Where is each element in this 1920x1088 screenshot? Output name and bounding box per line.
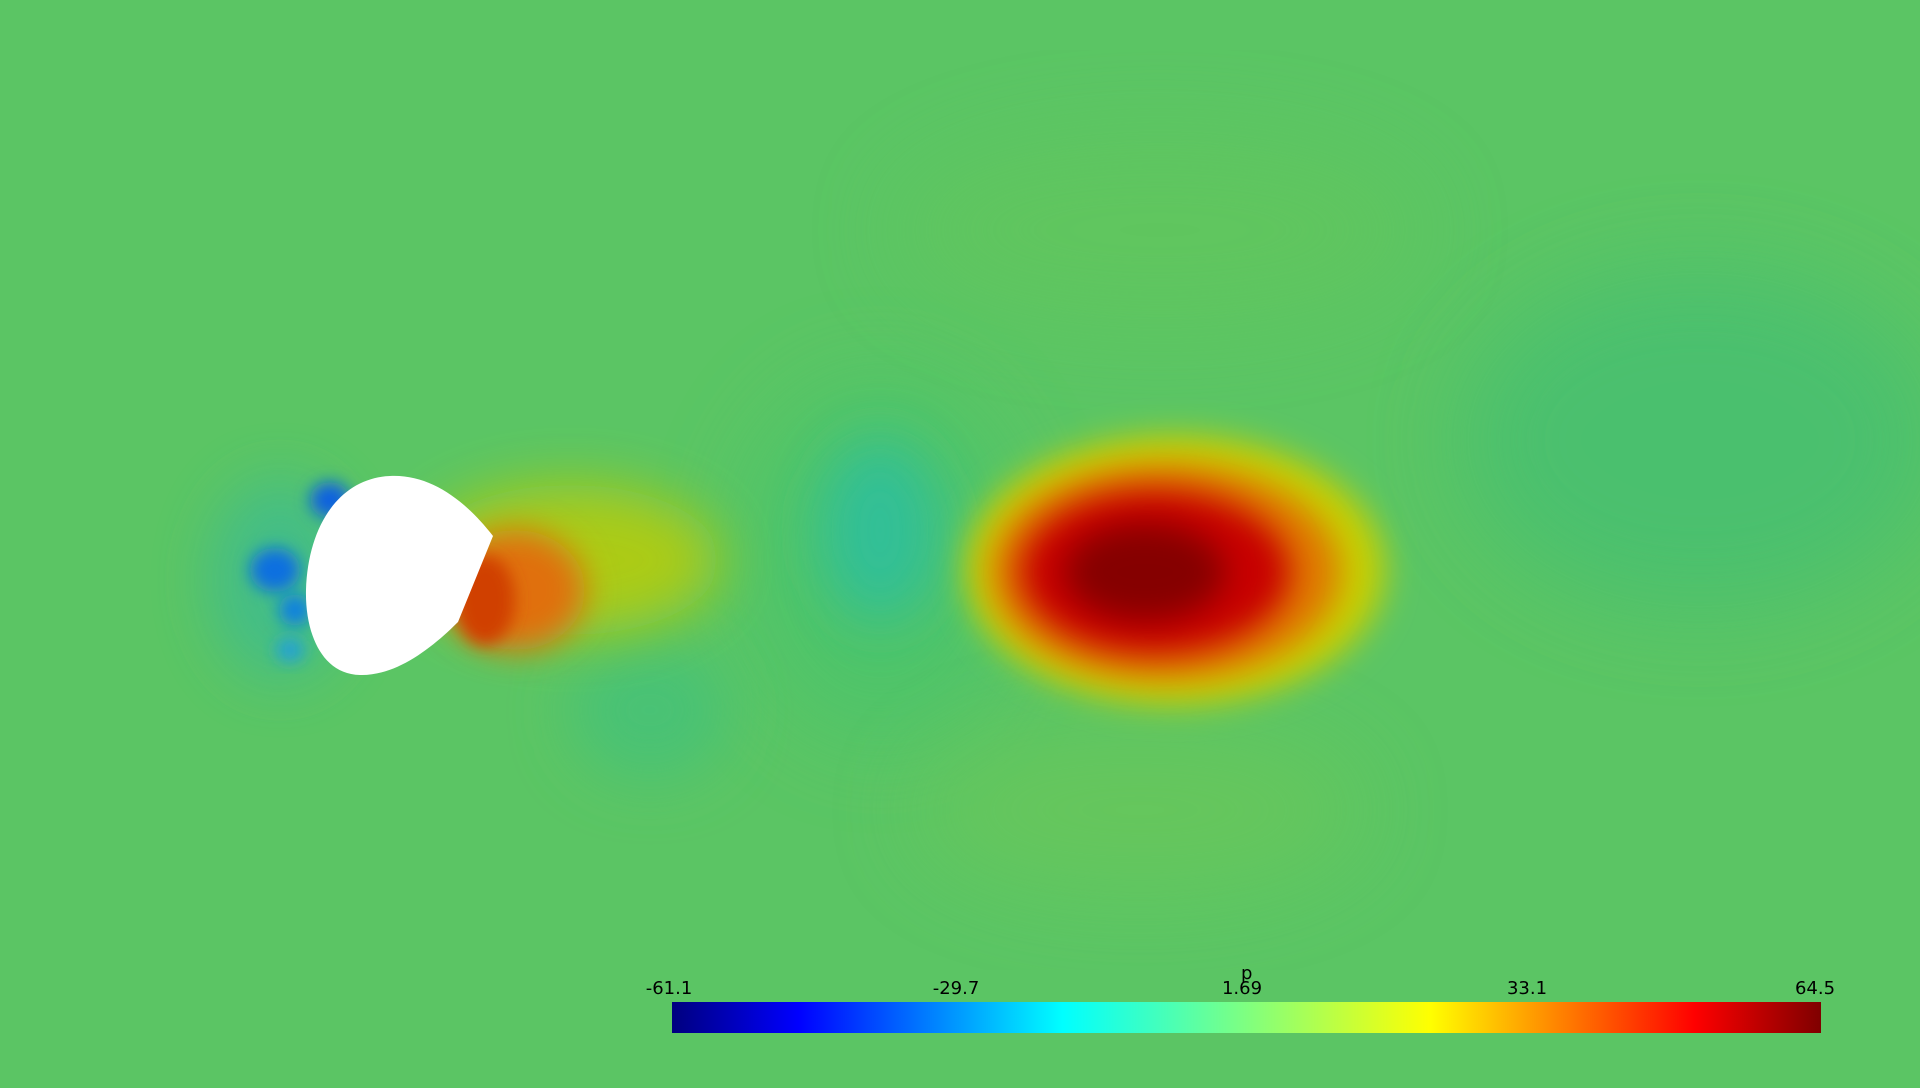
- obstacle-body: [305, 475, 493, 676]
- legend-tick-min: -61.1: [645, 978, 693, 999]
- low-spot-3: [279, 594, 311, 626]
- legend-tick-max: 64.5: [1794, 978, 1836, 999]
- blob-core: [1065, 524, 1225, 620]
- low-spot-4: [276, 638, 304, 662]
- colorbar-gradient: [672, 1002, 1821, 1033]
- legend-tick-mid: 1.69: [1221, 978, 1263, 999]
- warm-band-lower: [920, 730, 1360, 890]
- legend-title: p: [1241, 963, 1253, 984]
- legend-tick-2: -29.7: [932, 978, 980, 999]
- cyan-pocket: [820, 440, 940, 620]
- warm-band-upper: [900, 140, 1420, 320]
- cool-region-right: [1460, 270, 1920, 610]
- low-spot-1: [250, 548, 300, 592]
- legend-tick-4: 33.1: [1506, 978, 1548, 999]
- cool-spot-lower: [570, 640, 730, 780]
